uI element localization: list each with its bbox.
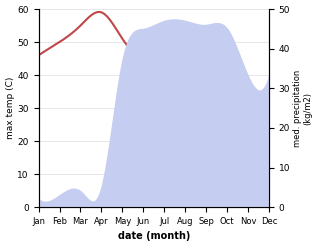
Y-axis label: med. precipitation
(kg/m2): med. precipitation (kg/m2): [293, 69, 313, 147]
Y-axis label: max temp (C): max temp (C): [5, 77, 15, 139]
X-axis label: date (month): date (month): [118, 231, 190, 242]
